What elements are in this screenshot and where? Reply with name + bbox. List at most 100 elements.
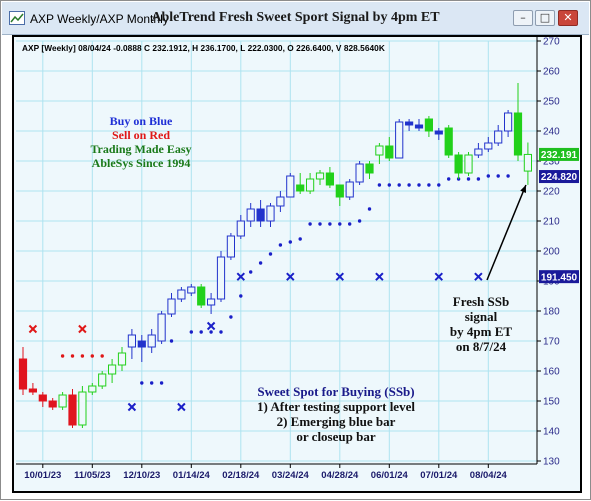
x-tick-label: 10/01/23 xyxy=(24,470,61,481)
price-label-text: 232.191 xyxy=(541,150,578,161)
window-title: AXP Weekly/AXP Monthly xyxy=(30,12,169,26)
signal-annotation-line: signal xyxy=(464,309,498,324)
x-marker xyxy=(206,321,216,331)
close-button[interactable]: ✕ xyxy=(558,10,578,26)
candle xyxy=(296,173,305,194)
support-dot xyxy=(90,354,95,358)
candle xyxy=(236,215,245,239)
support-dot xyxy=(466,177,471,181)
x-marker xyxy=(375,272,384,281)
candle xyxy=(494,125,503,146)
support-dot xyxy=(268,252,273,256)
candle xyxy=(325,167,334,188)
support-dot xyxy=(249,270,253,274)
candle xyxy=(464,152,473,176)
candle xyxy=(216,251,226,302)
y-tick-label: 140 xyxy=(543,427,560,438)
y-tick-label: 200 xyxy=(543,247,560,258)
support-dot xyxy=(328,222,332,226)
candle xyxy=(127,329,137,359)
candle xyxy=(355,161,364,185)
y-tick-label: 240 xyxy=(543,127,560,138)
x-marker xyxy=(335,272,345,281)
candle xyxy=(226,233,236,260)
candle xyxy=(414,119,424,131)
candle xyxy=(147,329,156,353)
x-tick-label: 01/14/24 xyxy=(173,470,211,481)
x-marker xyxy=(28,324,38,334)
support-dot xyxy=(427,183,431,187)
signal-arrow xyxy=(486,184,527,281)
support-dot xyxy=(219,330,223,334)
y-tick-label: 260 xyxy=(543,67,560,78)
support-dot xyxy=(387,183,391,187)
candle xyxy=(28,383,37,395)
price-label-text: 224.820 xyxy=(541,172,578,183)
support-dot xyxy=(476,177,481,181)
close-icon: ✕ xyxy=(563,11,573,24)
price-label-text: 191.450 xyxy=(541,272,578,283)
signal-annotation-line: Fresh SSb xyxy=(452,294,510,309)
candle xyxy=(523,142,532,185)
candle xyxy=(48,398,57,410)
candle xyxy=(504,110,513,137)
x-marker xyxy=(127,402,137,412)
candle xyxy=(38,392,47,407)
y-tick-label: 210 xyxy=(543,217,560,228)
x-tick-label: 03/24/24 xyxy=(272,470,310,481)
support-dot xyxy=(308,222,312,226)
x-tick-label: 07/01/24 xyxy=(420,470,458,481)
ohlc-info-line: AXP [Weekly] 08/04/24 -0.0888 C 232.1912… xyxy=(22,43,385,53)
support-dot xyxy=(258,261,263,265)
candle xyxy=(88,383,97,395)
candle xyxy=(266,203,275,227)
support-dot xyxy=(496,174,500,178)
candle xyxy=(137,335,146,362)
candle xyxy=(108,359,117,383)
candle xyxy=(434,128,443,140)
y-tick-label: 180 xyxy=(543,307,560,318)
y-tick-label: 170 xyxy=(543,337,560,348)
x-tick-label: 11/05/23 xyxy=(74,470,110,481)
support-dot xyxy=(486,174,490,178)
candle xyxy=(444,125,453,158)
maximize-icon: □ xyxy=(539,11,551,24)
candle xyxy=(424,116,433,137)
candle xyxy=(484,137,493,152)
candle xyxy=(474,143,483,158)
candle xyxy=(513,83,523,161)
candle xyxy=(68,389,77,428)
support-dot xyxy=(229,315,233,319)
y-tick-label: 160 xyxy=(543,367,560,378)
chart-area[interactable] xyxy=(12,35,582,493)
support-dot xyxy=(199,330,203,334)
sweet-spot-line: 2) Emerging blue bar xyxy=(276,414,396,429)
candle xyxy=(405,119,414,131)
x-tick-label: 08/04/24 xyxy=(470,470,508,481)
minimize-button[interactable]: – xyxy=(513,10,533,26)
price-label-box xyxy=(539,170,579,184)
signal-annotation: Fresh SSb signal by 4pm ET on 8/7/24 xyxy=(426,294,536,354)
sweet-spot-title: Sweet Spot for Buying (SSb) xyxy=(257,384,415,399)
legend-trading-made-easy: Trading Made Easy xyxy=(90,142,192,156)
x-marker xyxy=(434,272,444,281)
candle xyxy=(256,200,265,227)
support-dot xyxy=(100,354,104,358)
support-dot xyxy=(60,354,65,358)
x-marker xyxy=(78,324,87,334)
candle xyxy=(197,284,206,308)
candle xyxy=(306,173,315,194)
support-dot xyxy=(437,183,441,187)
support-dot xyxy=(80,354,85,358)
price-label-box xyxy=(539,147,579,161)
candle xyxy=(117,347,127,371)
support-dot xyxy=(150,381,154,385)
candle xyxy=(177,287,186,302)
support-dot xyxy=(189,330,193,334)
maximize-button[interactable]: □ xyxy=(535,10,555,26)
candle xyxy=(345,179,354,200)
support-dot xyxy=(70,354,75,358)
candle xyxy=(98,371,107,389)
y-tick-label: 150 xyxy=(543,397,560,408)
